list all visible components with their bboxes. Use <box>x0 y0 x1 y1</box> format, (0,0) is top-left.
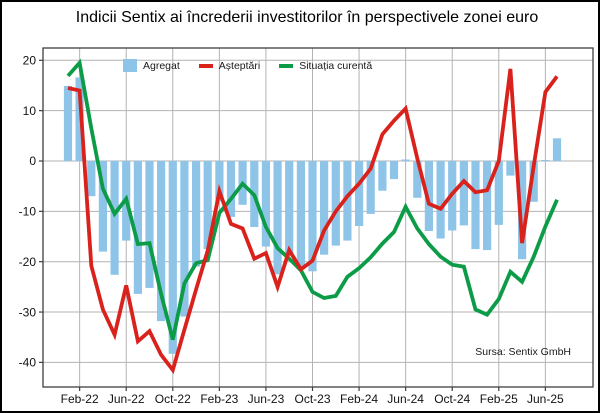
bar <box>378 161 387 191</box>
y-tick-label: -30 <box>19 305 37 319</box>
x-tick-label: Oct-23 <box>294 392 330 406</box>
x-tick-label: Jun-25 <box>527 392 564 406</box>
green-line-swatch-icon <box>279 63 294 68</box>
x-tick-label: Oct-24 <box>434 392 470 406</box>
y-tick-label: 20 <box>23 54 37 68</box>
x-tick-label: Jun-23 <box>248 392 285 406</box>
x-axis-labels: Feb-22 Jun-22 Oct-22 Feb-23 Jun-23 Oct-23 Feb-… <box>61 392 564 406</box>
bar <box>343 161 352 241</box>
bar <box>506 161 515 176</box>
bar <box>459 161 468 226</box>
legend-label-asteptari: Așteptări <box>218 59 261 72</box>
y-axis-labels: 20 10 0 -10 -20 -30 -40 <box>19 54 37 370</box>
x-tick-label: Jun-24 <box>387 392 424 406</box>
bar <box>552 138 562 161</box>
axis-ticks <box>39 59 546 391</box>
bar <box>285 161 294 257</box>
y-tick-label: -20 <box>19 255 37 269</box>
bar <box>424 161 433 231</box>
y-tick-label: -40 <box>19 356 37 370</box>
red-line-swatch-icon <box>198 63 213 68</box>
x-tick-label: Feb-23 <box>200 392 238 406</box>
source-note: Sursa: Sentix GmbH <box>475 346 571 358</box>
bar <box>389 161 399 180</box>
bar <box>273 161 282 275</box>
legend-item-asteptari: Așteptări <box>198 59 261 72</box>
bar <box>157 161 166 322</box>
legend-item-agregat: Agregat <box>123 59 180 72</box>
line-asteptari <box>67 68 559 375</box>
legend-item-situatia: Situația curentă <box>279 60 372 72</box>
bar <box>110 161 119 275</box>
plot-frame <box>42 47 594 388</box>
bar <box>320 161 329 255</box>
bar <box>483 161 492 251</box>
bar <box>413 161 422 198</box>
bar <box>215 161 224 202</box>
x-tick-label: Feb-24 <box>340 392 378 406</box>
bar <box>401 159 410 161</box>
bar <box>133 161 142 294</box>
bar <box>75 77 84 161</box>
bar <box>98 161 107 252</box>
x-tick-label: Oct-22 <box>155 392 191 406</box>
bar <box>541 160 550 161</box>
bar-swatch-icon <box>123 59 137 72</box>
bar <box>203 161 212 250</box>
bar <box>355 161 364 226</box>
bar <box>192 161 201 267</box>
bar <box>331 161 340 246</box>
bar <box>63 86 73 161</box>
bar <box>518 161 527 260</box>
bar <box>87 161 96 197</box>
legend: Agregat Așteptări Situația curentă <box>123 59 372 72</box>
y-tick-label: 0 <box>29 154 36 168</box>
bar <box>494 161 503 225</box>
bar <box>180 161 189 317</box>
bar <box>296 161 305 270</box>
bar <box>471 161 480 250</box>
bar <box>436 161 445 239</box>
y-tick-label: 10 <box>23 104 37 118</box>
bar <box>145 161 154 288</box>
x-tick-label: Feb-25 <box>480 392 518 406</box>
bar <box>261 161 270 247</box>
legend-label-situatia: Situația curentă <box>299 59 373 72</box>
x-tick-label: Jun-22 <box>108 392 145 406</box>
y-tick-label: -10 <box>19 205 37 219</box>
chart-title: Indicii Sentix ai încrederii investitori… <box>75 9 539 26</box>
legend-label-agregat: Agregat <box>143 59 180 72</box>
bar <box>308 161 317 272</box>
bar <box>366 161 375 214</box>
line-situatia-curenta <box>66 58 559 341</box>
bar <box>529 161 538 202</box>
bar <box>226 161 236 217</box>
bars-agregat <box>63 77 562 354</box>
bar <box>168 161 177 354</box>
x-tick-label: Feb-22 <box>61 392 99 406</box>
